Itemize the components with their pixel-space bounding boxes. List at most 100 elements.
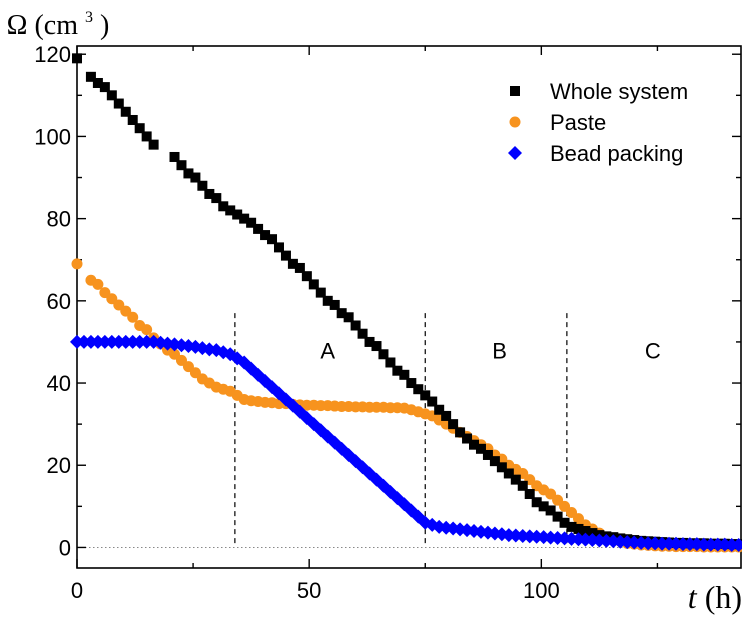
data-point [120,106,131,117]
data-point [204,188,215,199]
y-tick-label: 120 [34,42,71,67]
legend: Whole system Paste Bead packing [508,79,688,166]
data-point [357,328,368,339]
data-point [517,480,528,491]
data-point [141,324,153,336]
data-point [267,234,278,245]
data-point [176,160,187,171]
x-tick-label: 0 [71,578,83,603]
y-tick-label: 0 [59,535,71,560]
data-point [503,468,514,479]
data-point [364,336,375,347]
data-point [343,312,354,323]
data-point [475,443,486,454]
data-point [301,271,312,282]
x-axis-unit: h [715,579,731,615]
data-point [183,168,194,179]
x-tick-label: 50 [297,578,321,603]
data-point [141,131,152,142]
y-axis-symbol: Ω [7,10,28,41]
data-point [545,505,556,516]
data-point [336,308,347,319]
legend-marker-diamond [508,146,522,160]
y-tick-label: 100 [34,124,71,149]
data-point [71,258,83,270]
data-point [538,501,549,512]
data-point [441,410,452,421]
plot-frame [76,45,742,569]
data-point [489,456,500,467]
legend-label: Paste [550,110,606,135]
data-point [239,213,250,224]
data-point [322,295,333,306]
data-point [106,90,117,101]
data-point [211,193,222,204]
data-point [510,474,521,485]
data-point [225,205,236,216]
series-whole-system [72,53,742,550]
y-tick-label: 80 [47,207,71,232]
data-point [232,209,243,220]
series-bead-packing [70,334,742,552]
data-point [329,299,340,310]
data-point [378,349,389,360]
data-point [134,123,145,134]
data-point [246,217,257,228]
axes-layer: A B C 0 20 40 60 80 100 120 0 50 100 [34,42,742,603]
legend-marker-circle [509,116,521,128]
legend-label: Bead packing [550,141,683,166]
data-point [350,320,361,331]
data-point [420,390,431,401]
data-point [273,242,284,253]
data-point [113,98,124,109]
data-point [399,369,410,380]
data-point [427,396,438,407]
legend-label: Whole system [550,79,688,104]
data-point [169,151,180,162]
legend-marker-square [510,86,520,96]
data-point [462,433,473,444]
data-point [455,427,466,438]
x-axis-symbol: t [688,579,698,615]
data-point [315,287,326,298]
data-point [482,449,493,460]
data-point [413,384,424,395]
data-point [218,201,229,212]
data-point [559,517,570,528]
data-point [496,462,507,473]
data-point [580,526,591,537]
data-point [92,278,104,290]
data-point [392,365,403,376]
data-point [127,114,138,125]
data-point [552,511,563,522]
data-point [531,497,542,508]
data-point [406,378,417,389]
data-point [244,361,259,376]
data-point [573,523,584,534]
data-point [260,230,271,241]
data-point [566,521,577,532]
data-point [197,180,208,191]
y-axis-unit: cm [44,10,78,41]
region-label-a: A [320,338,335,363]
y-tick-label: 40 [47,371,71,396]
data-point [148,139,159,150]
data-point [92,77,103,88]
region-label-c: C [645,338,661,363]
data-point [85,71,96,82]
data-point [253,223,264,234]
y-tick-label: 20 [47,453,71,478]
x-tick-label: 100 [523,578,560,603]
data-point [731,537,742,552]
y-axis-unit-superscript: 3 [85,9,93,26]
data-point [448,419,459,430]
data-point [294,262,305,273]
data-point [99,82,110,93]
data-point [287,258,298,269]
data-point [127,311,139,323]
data-point [469,439,480,450]
data-point [524,489,535,500]
data-point [190,172,201,183]
region-label-b: B [492,338,507,363]
